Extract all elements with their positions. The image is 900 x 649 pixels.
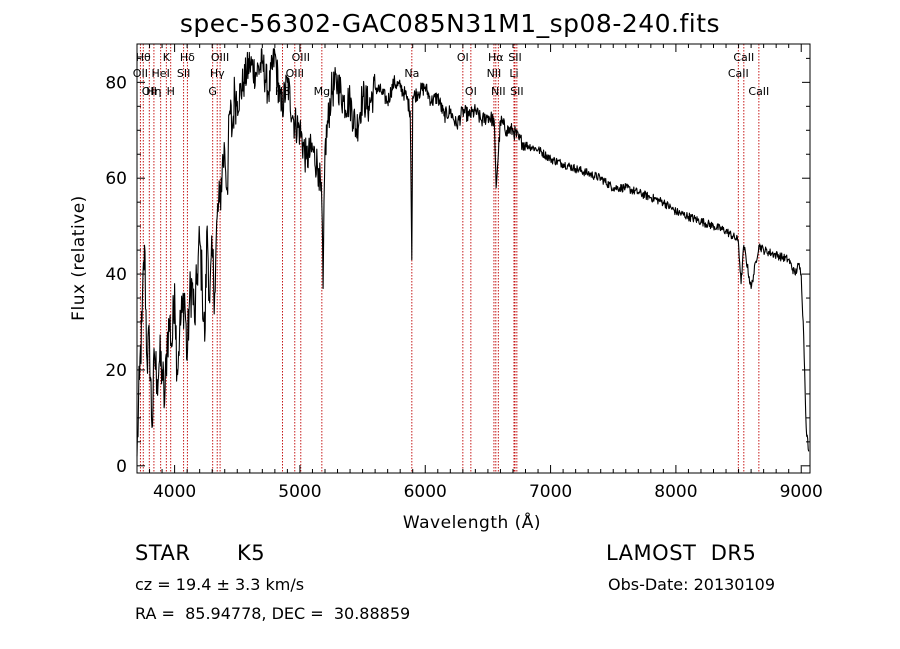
line-label: Na bbox=[404, 67, 419, 80]
line-label: Hθ bbox=[136, 51, 151, 64]
line-label: CaII bbox=[728, 67, 749, 80]
x-tick-label: 9000 bbox=[780, 482, 823, 502]
line-label: OIII bbox=[292, 51, 310, 64]
line-label: OII bbox=[133, 67, 148, 80]
y-tick-label: 20 bbox=[105, 361, 127, 381]
y-tick-label: 80 bbox=[105, 73, 127, 93]
line-label: OII bbox=[142, 85, 157, 98]
x-axis-label: Wavelength (Å) bbox=[403, 511, 541, 533]
line-label: OI bbox=[465, 85, 477, 98]
y-tick-label: 0 bbox=[116, 457, 127, 477]
y-tick-label: 60 bbox=[105, 169, 127, 189]
x-tick-label: 6000 bbox=[404, 482, 447, 502]
x-axis: 4000 5000 6000 7000 8000 9000 bbox=[136, 44, 823, 502]
line-label: Hη bbox=[146, 85, 161, 98]
line-label: Hγ bbox=[210, 67, 225, 80]
survey-label: LAMOST DR5 bbox=[606, 541, 757, 565]
line-label: SII bbox=[510, 85, 523, 98]
object-class: STAR bbox=[135, 541, 191, 565]
redshift-info: cz = 19.4 ± 3.3 km/s bbox=[135, 575, 305, 594]
line-label: HeI bbox=[152, 67, 170, 80]
line-label: SII bbox=[508, 51, 521, 64]
y-axis-label: Flux (relative) bbox=[69, 195, 89, 321]
line-label: H bbox=[167, 85, 175, 98]
line-label: Li bbox=[509, 67, 518, 80]
line-label: CaII bbox=[748, 85, 769, 98]
obs-date: Obs-Date: 20130109 bbox=[608, 575, 776, 594]
line-label: NII bbox=[487, 67, 502, 80]
line-label: Mg bbox=[314, 85, 330, 98]
line-label: OIII bbox=[211, 51, 229, 64]
chart-title: spec-56302-GAC085N31M1_sp08-240.fits bbox=[179, 9, 721, 38]
y-tick-label: 40 bbox=[105, 265, 127, 285]
line-label: NII bbox=[491, 85, 506, 98]
line-label: Hδ bbox=[180, 51, 195, 64]
x-tick-label: 8000 bbox=[654, 482, 697, 502]
spectrum-line bbox=[136, 48, 810, 457]
object-subclass: K5 bbox=[237, 541, 266, 565]
coordinates: RA = 85.94778, DEC = 30.88859 bbox=[135, 604, 411, 623]
line-label: K bbox=[163, 51, 171, 64]
line-label: CaII bbox=[733, 51, 754, 64]
line-label: G bbox=[208, 85, 217, 98]
line-label: SII bbox=[177, 67, 190, 80]
line-label: Hβ bbox=[275, 85, 290, 98]
x-tick-label: 4000 bbox=[153, 482, 196, 502]
line-label: OI bbox=[457, 51, 469, 64]
plot-frame bbox=[136, 43, 811, 474]
line-labels: OIIHθOIIHηHeIKHSIIHδGHγOIIIHβOIIIOIIIMgN… bbox=[133, 51, 770, 98]
x-tick-label: 7000 bbox=[529, 482, 572, 502]
x-tick-label: 5000 bbox=[278, 482, 321, 502]
line-label: OIII bbox=[286, 67, 304, 80]
line-label: Hα bbox=[488, 51, 504, 64]
y-axis: 0 20 40 60 80 bbox=[105, 57, 810, 477]
